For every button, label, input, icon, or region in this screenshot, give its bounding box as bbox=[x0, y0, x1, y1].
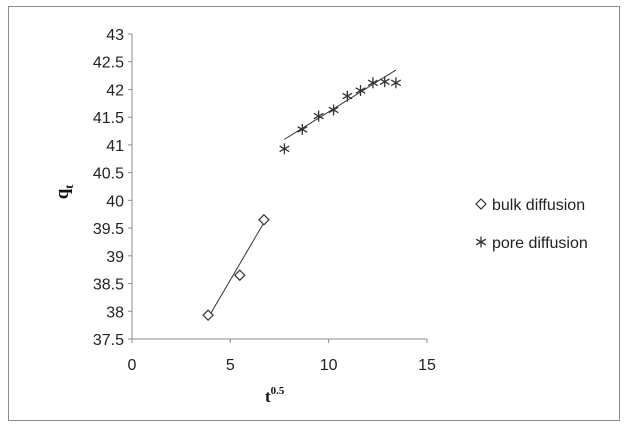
pore-diffusion-legend-label: pore diffusion bbox=[492, 235, 588, 252]
y-tick-label: 42.5 bbox=[93, 55, 124, 72]
y-tick-label: 40 bbox=[106, 193, 124, 210]
y-tick-label: 37.5 bbox=[93, 332, 124, 349]
pore-diffusion-point bbox=[380, 76, 390, 87]
pore-diffusion-point bbox=[298, 124, 308, 135]
bulk-diffusion-legend-marker bbox=[476, 199, 486, 209]
y-tick-label: 43 bbox=[106, 27, 124, 44]
y-tick-label: 41 bbox=[106, 138, 124, 155]
y-tick-label: 39 bbox=[106, 249, 124, 266]
y-tick-label: 38.5 bbox=[93, 277, 124, 294]
trendlines bbox=[208, 70, 396, 318]
y-tick-label: 41.5 bbox=[93, 110, 124, 127]
bulk-diffusion-trendline bbox=[208, 223, 264, 318]
bulk-diffusion-legend-label: bulk diffusion bbox=[492, 197, 585, 214]
pore-diffusion-legend-marker bbox=[476, 237, 486, 248]
bulk-diffusion-point bbox=[259, 215, 269, 225]
x-axis-title: t0.5 bbox=[265, 385, 285, 406]
y-tick-label: 42 bbox=[106, 82, 124, 99]
x-tick-label: 0 bbox=[128, 357, 137, 374]
pore-diffusion-point bbox=[343, 91, 353, 102]
legend: bulk diffusion pore diffusion bbox=[476, 197, 588, 252]
pore-diffusion-point bbox=[280, 143, 290, 154]
x-tick-label: 15 bbox=[418, 357, 436, 374]
bulk-diffusion-point bbox=[235, 270, 245, 280]
pore-diffusion-point bbox=[391, 77, 401, 88]
y-axis-title: qt bbox=[52, 185, 76, 200]
data-points bbox=[203, 76, 401, 320]
y-tick-label: 38 bbox=[106, 304, 124, 321]
pore-diffusion-point bbox=[329, 104, 339, 115]
y-tick-label: 40.5 bbox=[93, 166, 124, 183]
y-tick-label: 39.5 bbox=[93, 221, 124, 238]
x-tick-label: 10 bbox=[320, 357, 338, 374]
x-tick-label: 5 bbox=[226, 357, 235, 374]
